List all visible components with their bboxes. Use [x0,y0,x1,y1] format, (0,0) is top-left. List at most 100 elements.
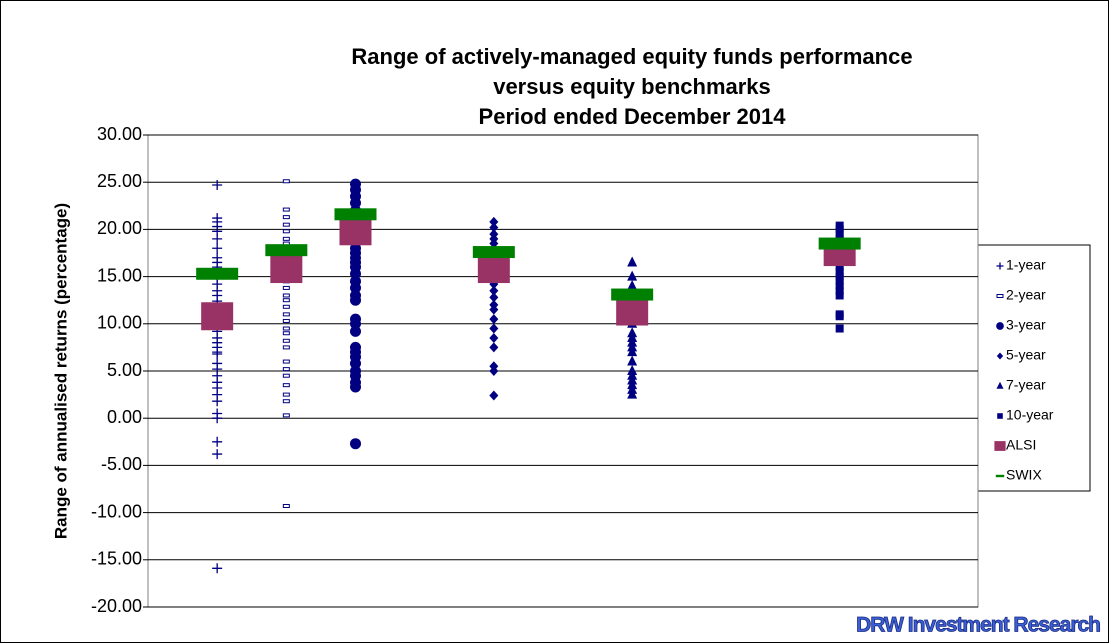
point [212,180,223,191]
y-axis-label: Range of annualised returns (percentage) [51,203,70,539]
point [282,293,290,298]
point [350,318,361,330]
point [835,225,844,234]
point [212,349,223,360]
y-tick-label: -15.00 [91,549,142,569]
point [282,367,290,372]
point [627,346,638,357]
benchmark-marker [196,267,239,280]
legend-marker [996,294,1004,298]
point [350,294,361,306]
benchmark-marker [334,208,377,221]
legend-label: 5-year [1006,347,1046,363]
point [350,438,361,450]
point [282,338,290,343]
chart-title: Range of actively-managed equity funds p… [351,44,912,69]
point [282,285,290,290]
watermark: DRW Investment Research [856,614,1100,637]
legend-label: 2-year [1006,287,1046,303]
point [282,304,290,309]
point [489,216,499,227]
legend-label: SWIX [1006,467,1042,483]
point [350,197,361,209]
benchmark-marker [616,297,649,326]
point [627,280,638,291]
point [350,381,361,393]
point [627,355,638,366]
point [282,222,290,227]
chart-title: Period ended December 2014 [479,104,787,129]
point [489,292,499,303]
legend-label: ALSI [1006,437,1036,453]
point [627,388,638,399]
benchmark-marker [270,255,303,284]
y-tick-label: 25.00 [97,171,142,191]
point [282,345,290,350]
y-tick-label: 20.00 [97,218,142,238]
point [489,222,499,233]
point [489,390,499,401]
benchmark-marker [818,237,861,250]
point [489,314,499,325]
point [350,357,361,369]
point [212,449,223,460]
point [282,359,290,364]
point [282,503,290,508]
legend-label: 1-year [1006,257,1046,273]
point [835,324,844,333]
point [212,396,223,407]
point [835,272,844,281]
y-tick-label: -20.00 [91,596,142,616]
point [835,291,844,300]
y-tick-label: 0.00 [107,407,142,427]
point [489,323,499,334]
point [835,230,844,239]
legend-marker [996,381,1004,389]
legend-marker [996,262,1004,270]
point [835,277,844,286]
point [282,326,290,331]
point [282,179,290,184]
y-tick-label: 15.00 [97,265,142,285]
point [282,312,290,317]
point [282,207,290,212]
point [282,331,290,336]
legend-label: 3-year [1006,317,1046,333]
point [835,286,844,295]
point [282,236,290,241]
point [212,413,223,424]
y-tick-label: 30.00 [97,124,142,144]
point [350,268,361,280]
point [282,298,290,303]
legend-marker [995,474,1005,478]
benchmark-marker [477,255,510,284]
y-tick-label: 5.00 [107,360,142,380]
point [350,282,361,294]
legend-marker [997,413,1003,419]
point [282,373,290,378]
point [489,342,499,353]
point [835,312,844,321]
point [282,392,290,397]
point [282,215,290,220]
point [282,413,290,418]
legend-marker [996,322,1004,330]
benchmark-marker [472,246,515,259]
point [282,383,290,388]
y-tick-label: 10.00 [97,313,142,333]
legend-marker [996,352,1004,360]
point [282,399,290,404]
point [489,366,499,376]
point [627,270,638,281]
point [282,229,290,234]
point [212,233,223,244]
legend-box [977,244,1091,492]
legend-marker [994,441,1006,451]
point [212,436,223,447]
point [212,243,223,254]
y-tick-label: -10.00 [91,501,142,521]
point [627,256,638,267]
point [212,563,223,574]
y-tick-label: -5.00 [101,454,142,474]
